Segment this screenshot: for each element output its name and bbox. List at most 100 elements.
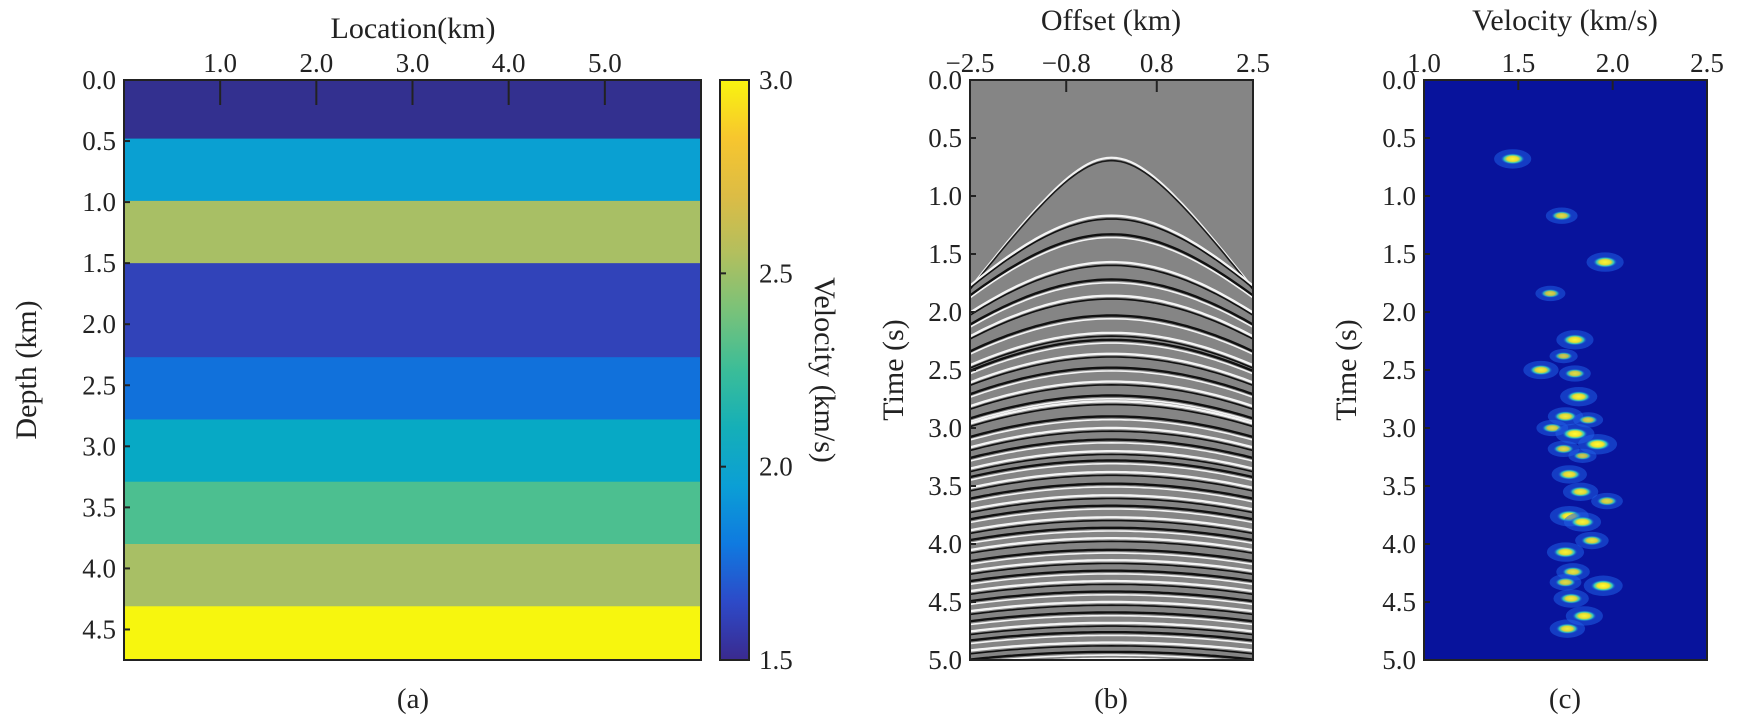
reflection-event <box>970 314 1253 353</box>
panel-b-xtick-label: −2.5 <box>946 48 995 78</box>
reflection-event <box>970 294 1253 338</box>
panel-c-ytick-label: 2.0 <box>1382 297 1416 327</box>
semblance-peak <box>1590 579 1617 592</box>
reflection-event <box>970 438 1253 460</box>
reflection-event <box>970 415 1253 439</box>
reflection-event <box>970 540 1253 554</box>
reflection-event <box>970 590 1253 603</box>
velocity-layer-4 <box>124 263 701 358</box>
panel-a-ytick-label: 1.5 <box>82 248 116 278</box>
semblance-peak <box>1584 438 1611 451</box>
reflection-event <box>970 530 1253 545</box>
semblance-peak <box>1554 351 1574 361</box>
semblance-peak <box>1564 368 1586 379</box>
panel-b-ytick-label: 0.5 <box>928 123 962 153</box>
panel-a-ticks: 1.0 2.0 3.0 4.0 5.0 0.0 0.5 1.0 1.5 2.0 2.5 3.0 3.5 4… <box>82 48 621 644</box>
panel-b-ytick-label: 0.0 <box>928 65 962 95</box>
panel-b-ytick-label: 2.5 <box>928 355 962 385</box>
reflection-event <box>970 278 1253 326</box>
panel-c-caption: (c) <box>1549 683 1581 715</box>
reflection-event <box>970 218 1253 289</box>
colorbar-tick-label: 1.5 <box>759 645 793 675</box>
panel-a-ytick-label: 1.0 <box>82 187 116 217</box>
reflection-event <box>970 548 1253 563</box>
reflection-event <box>970 430 1253 452</box>
panel-a-ytick-label: 0.0 <box>82 65 116 95</box>
panel-b-xtick-label: 2.5 <box>1236 48 1270 78</box>
panel-a-ytick-label: 2.5 <box>82 370 116 400</box>
semblance-peak <box>1529 364 1553 376</box>
reflection-event <box>970 214 1253 287</box>
panel-c-ytick-label: 3.0 <box>1382 413 1416 443</box>
reflection-event <box>1032 657 1191 660</box>
velocity-layer-8 <box>124 544 701 607</box>
panel-c-ytick-label: 0.5 <box>1382 123 1416 153</box>
panel-b-xtick-label: 0.8 <box>1140 48 1174 78</box>
reflection-event <box>970 441 1253 462</box>
reflection-event <box>970 470 1253 490</box>
reflection-event <box>970 662 1253 670</box>
colorbar-ticks: 1.5 2.0 2.5 3.0 <box>720 65 793 675</box>
reflection-event <box>970 497 1253 514</box>
panel-a-xlabel: Location(km) <box>331 12 496 45</box>
semblance-peak <box>1596 496 1618 506</box>
velocity-layer-6 <box>124 419 701 483</box>
reflection-event <box>970 264 1253 316</box>
semblance-peak <box>1573 451 1592 461</box>
reflection-event <box>970 604 1253 616</box>
reflection-event <box>970 641 1253 652</box>
panel-a-ytick-label: 4.5 <box>82 614 116 644</box>
reflection-event <box>970 486 1253 503</box>
reflection-event <box>970 583 1253 596</box>
panel-a-ytick-label: 3.5 <box>82 492 116 522</box>
panel-b-xtick-label: −0.8 <box>1042 48 1091 78</box>
reflection-event <box>970 380 1253 408</box>
panel-b-ytick-label: 1.5 <box>928 239 962 269</box>
reflection-event <box>970 569 1253 583</box>
panel-a-xtick-label: 2.0 <box>299 48 333 78</box>
velocity-layer-3 <box>124 200 701 264</box>
panel-b-ytick-label: 4.0 <box>928 529 962 559</box>
semblance-peak <box>1553 546 1578 558</box>
panel-b-ytick-label: 3.5 <box>928 471 962 501</box>
semblance-peak <box>1500 153 1526 165</box>
panel-c-xtick-label: 1.0 <box>1407 48 1441 78</box>
reflection-event <box>970 400 1253 425</box>
panel-c-ticks: 1.0 1.5 2.0 2.5 0.0 0.5 1.0 1.5 2.0 2.5 3.0 3.5 4.0 4… <box>1382 48 1724 675</box>
reflection-event <box>970 552 1253 566</box>
panel-c-xtick-label: 2.0 <box>1596 48 1630 78</box>
panel-c-xtick-label: 2.5 <box>1690 48 1724 78</box>
semblance-peak <box>1566 390 1592 403</box>
panel-c-ytick-label: 4.5 <box>1382 587 1416 617</box>
velocity-layer-2 <box>124 138 701 202</box>
reflection-event <box>970 356 1253 387</box>
panel-c-ytick-label: 2.5 <box>1382 355 1416 385</box>
colorbar <box>719 79 750 661</box>
reflection-event <box>970 573 1253 586</box>
panel-b-ytick-label: 4.5 <box>928 587 962 617</box>
reflection-event <box>970 474 1253 492</box>
panel-c-ytick-label: 5.0 <box>1382 645 1416 675</box>
colorbar-tick-label: 2.5 <box>759 258 793 288</box>
reflection-event <box>970 508 1253 524</box>
reflection-event <box>970 631 1253 642</box>
semblance-peak <box>1557 469 1582 480</box>
semblance-peak <box>1562 334 1588 346</box>
reflection-event <box>970 335 1253 369</box>
reflection-event <box>970 453 1253 473</box>
semblance-peak <box>1578 415 1599 425</box>
panel-b: −2.5 −0.8 0.8 2.5 0.0 0.5 1.0 1.5 2.0 2.5 3.0 3.5 4.… <box>877 4 1270 715</box>
panel-a-ylabel: Depth (km) <box>10 300 43 439</box>
panel-a-ytick-label: 4.0 <box>82 553 116 583</box>
panel-a-caption: (a) <box>397 683 429 715</box>
reflection-event <box>970 370 1253 398</box>
panel-b-ytick-label: 5.0 <box>928 645 962 675</box>
reflection-event <box>970 504 1253 521</box>
reflection-event <box>970 366 1253 396</box>
reflection-event <box>970 526 1253 542</box>
reflection-event <box>970 352 1253 384</box>
panel-c-xtick-label: 1.5 <box>1501 48 1535 78</box>
reflection-event <box>970 159 1253 290</box>
semblance-peak <box>1580 535 1604 546</box>
